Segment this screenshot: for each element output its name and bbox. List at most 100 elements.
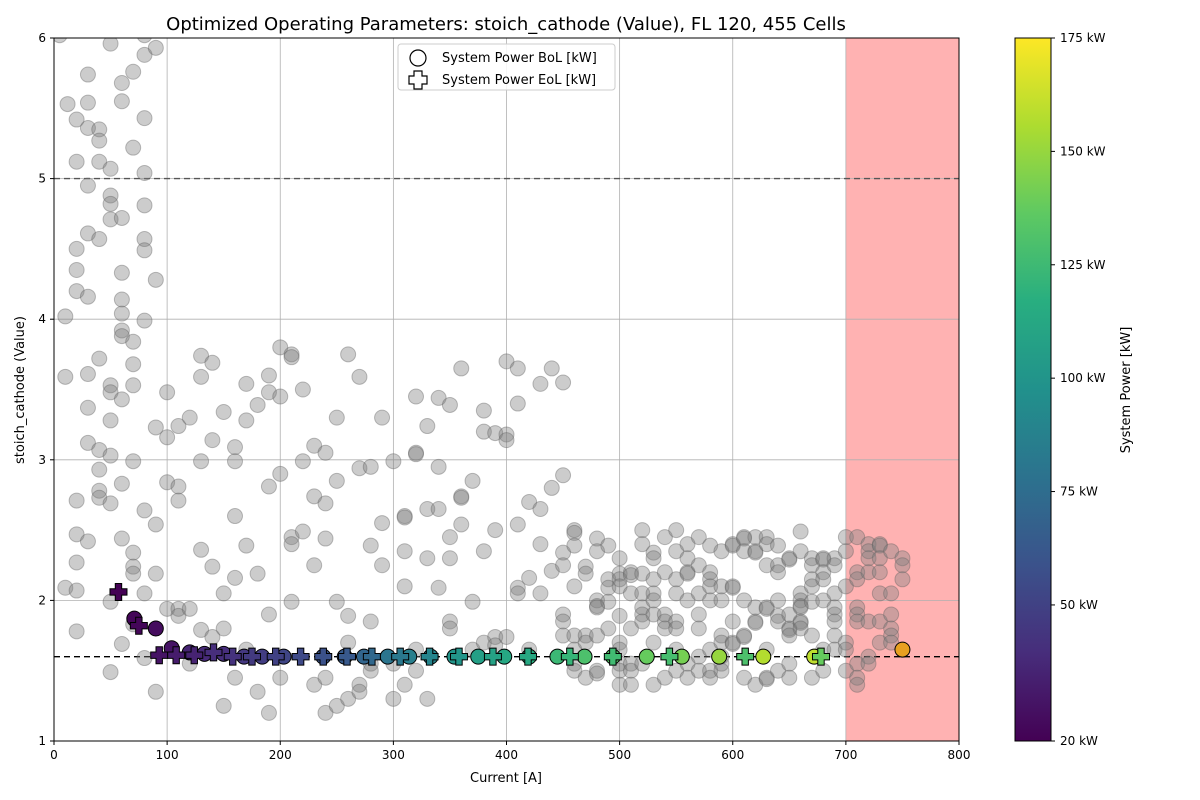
background-point [646,593,661,608]
background-point [126,545,141,560]
background-point [148,684,163,699]
background-point [375,558,390,573]
background-point [228,509,243,524]
bol-point [471,649,486,664]
background-point [804,628,819,643]
background-point [261,479,276,494]
background-point [137,586,152,601]
background-point [646,635,661,650]
background-point [397,579,412,594]
colorbar-tick-label: 75 kW [1060,485,1098,499]
background-point [137,111,152,126]
plot-area: 0 100 200 300 400 500 600 700 800 1 2 3 4 5 6 [38,28,970,762]
background-point [612,551,627,566]
background-point [646,551,661,566]
background-point [103,496,118,511]
background-point [827,558,842,573]
background-point [148,272,163,287]
y-axis-label: stoich_cathode (Value) [13,316,28,464]
colorbar-tick-label: 100 kW [1060,371,1106,385]
background-point [341,347,356,362]
background-point [669,621,684,636]
background-point [884,586,899,601]
background-point [556,558,571,573]
x-tick-label: 700 [834,748,857,762]
background-point [295,524,310,539]
background-point [103,665,118,680]
background-point [80,400,95,415]
legend: System Power BoL [kW] System Power EoL [… [398,44,615,90]
background-point [228,570,243,585]
background-point [725,614,740,629]
background-point [137,503,152,518]
y-tick-label: 5 [38,172,46,186]
background-point [556,468,571,483]
background-point [137,243,152,258]
background-point [409,389,424,404]
x-tick-label: 800 [948,748,971,762]
background-point [476,403,491,418]
background-point [318,496,333,511]
background-point [69,262,84,277]
background-point [273,389,288,404]
background-point [533,586,548,601]
background-point [884,607,899,622]
background-point [239,413,254,428]
background-point [92,232,107,247]
background-point [58,369,73,384]
background-point [601,538,616,553]
background-point [216,621,231,636]
background-point [861,656,876,671]
colorbar-ticks: 20 kW 50 kW 75 kW 100 kW 125 kW 150 kW 175 kW [1051,31,1106,748]
colorbar-tick-label: 50 kW [1060,598,1098,612]
background-point [420,691,435,706]
background-point [216,404,231,419]
background-point [126,357,141,372]
background-point [454,361,469,376]
background-point [126,64,141,79]
background-point [194,542,209,557]
bol-point [148,621,163,636]
background-point [454,517,469,532]
background-point [307,558,322,573]
background-point [114,292,129,307]
background-point [80,289,95,304]
background-point [103,161,118,176]
background-point [737,629,752,644]
background-point [522,570,537,585]
background-point [103,413,118,428]
bol-point [577,649,592,664]
bol-point [756,649,771,664]
background-point [771,565,786,580]
background-point [838,544,853,559]
background-point [465,473,480,488]
background-point [363,459,378,474]
background-point [114,75,129,90]
background-point [623,677,638,692]
background-point [114,210,129,225]
background-point [375,410,390,425]
background-point [261,705,276,720]
background-point [329,410,344,425]
background-point [499,433,514,448]
background-point [171,479,186,494]
background-point [92,351,107,366]
background-point [363,538,378,553]
background-point [80,178,95,193]
background-point [691,607,706,622]
background-point [114,636,129,651]
x-axis-ticks: 0 100 200 300 400 500 600 700 800 [50,741,970,762]
background-point [442,551,457,566]
background-point [488,523,503,538]
chart-title: Optimized Operating Parameters: stoich_c… [166,14,846,35]
background-point [148,40,163,55]
background-point [748,615,763,630]
background-point [431,502,446,517]
background-point [250,684,265,699]
background-point [114,306,129,321]
background-point [239,538,254,553]
background-point [714,593,729,608]
background-point [126,378,141,393]
background-point [205,355,220,370]
background-point [69,493,84,508]
